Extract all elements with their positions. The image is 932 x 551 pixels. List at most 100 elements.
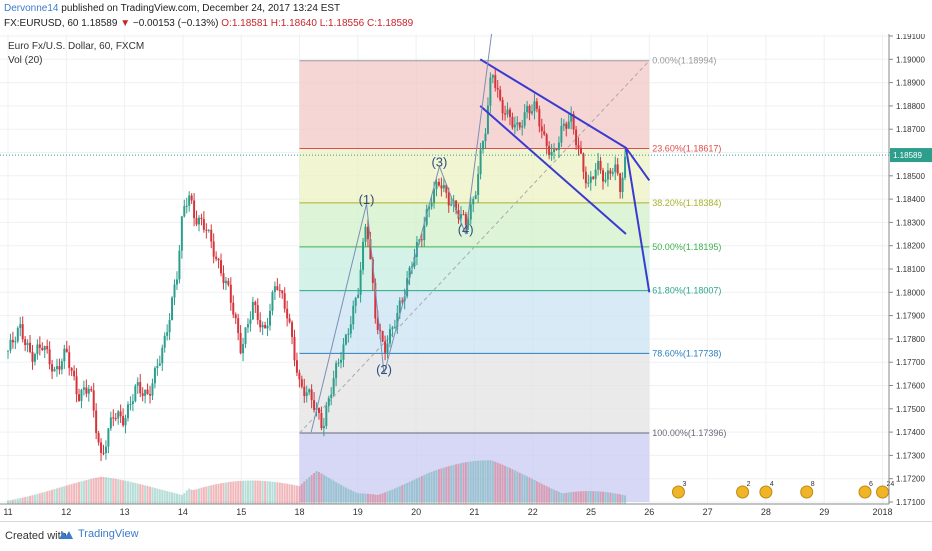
time-tick-label: 29 <box>819 507 829 517</box>
volume-bar <box>450 466 452 504</box>
volume-bar <box>31 495 33 504</box>
tradingview-logo[interactable]: TradingView <box>58 528 139 540</box>
candle-body <box>602 170 604 181</box>
candle-body <box>320 413 322 428</box>
candle-body <box>230 285 232 303</box>
price-chart[interactable]: 0.00%(1.18994)23.60%(1.18617)38.20%(1.18… <box>0 34 932 521</box>
volume-bar <box>382 493 384 504</box>
volume-bar <box>296 486 298 504</box>
candle-body <box>164 336 166 348</box>
volume-bar <box>85 480 87 504</box>
volume-bar <box>279 483 281 504</box>
candle-body <box>139 382 141 393</box>
volume-bar <box>151 487 153 504</box>
volume-bar <box>254 481 256 504</box>
candle-body <box>198 218 200 225</box>
candle-body <box>303 387 305 396</box>
candle-body <box>568 122 570 129</box>
volume-bar <box>413 480 415 504</box>
candle-body <box>499 90 501 100</box>
candle-body <box>51 364 53 371</box>
candle-body <box>357 295 359 298</box>
volume-bar <box>421 476 423 504</box>
candle-body <box>279 290 281 291</box>
volume-bar <box>200 488 202 504</box>
wave-label: (1) <box>359 192 375 207</box>
candle-body <box>313 400 315 410</box>
time-tick-label: 2018 <box>872 507 892 517</box>
volume-bar <box>210 485 212 504</box>
volume-bar <box>44 492 46 504</box>
volume-bar <box>142 485 144 504</box>
volume-bar <box>487 460 489 504</box>
time-tick-label: 27 <box>703 507 713 517</box>
open-value: O:1.18581 <box>221 18 268 29</box>
volume-bar <box>120 480 122 504</box>
candle-body <box>151 383 153 395</box>
candle-body <box>115 418 117 419</box>
fib-level-label: 78.60%(1.17738) <box>652 348 721 358</box>
volume-bar <box>320 473 322 504</box>
candle-body <box>543 131 545 134</box>
price-tick-label: 1.18500 <box>896 172 925 181</box>
volume-bar <box>98 477 100 504</box>
volume-bar <box>431 472 433 504</box>
candle-body <box>34 354 36 362</box>
author-link[interactable]: Dervonne14 <box>4 3 58 14</box>
candle-body <box>555 149 557 150</box>
candle-body <box>134 386 136 401</box>
candle-body <box>333 378 335 394</box>
volume-bar <box>612 493 614 504</box>
time-tick-label: 21 <box>469 507 479 517</box>
volume-bar <box>298 486 300 504</box>
candle-body <box>262 325 264 327</box>
candle-body <box>448 193 450 206</box>
candle-body <box>521 126 523 128</box>
volume-bar <box>438 469 440 504</box>
volume-bar <box>9 500 11 504</box>
volume-bar <box>183 493 185 504</box>
candle-body <box>355 298 357 306</box>
candle-body <box>470 204 472 219</box>
volume-bar <box>578 491 580 504</box>
candle-body <box>609 170 611 173</box>
candle-body <box>169 320 171 332</box>
candle-body <box>110 417 112 428</box>
candle-body <box>460 214 462 218</box>
candle-body <box>269 311 271 326</box>
candle-body <box>245 327 247 344</box>
candle-body <box>56 366 58 369</box>
candle-body <box>142 393 144 396</box>
tradingview-brand: TradingView <box>78 528 139 540</box>
candle-body <box>308 389 310 392</box>
price-tick-label: 1.18300 <box>896 218 925 227</box>
candle-body <box>98 433 100 442</box>
volume-bar <box>308 477 310 504</box>
price-tick-label: 1.18200 <box>896 242 925 251</box>
candle-body <box>95 410 97 433</box>
candle-body <box>203 219 205 230</box>
candle-body <box>286 309 288 319</box>
candle-body <box>249 319 251 324</box>
volume-bar <box>604 492 606 504</box>
volume-bar <box>259 481 261 504</box>
volume-bar <box>387 491 389 504</box>
price-tick-label: 1.18000 <box>896 288 925 297</box>
candle-body <box>183 206 185 216</box>
candle-body <box>516 122 518 124</box>
volume-bar <box>494 462 496 504</box>
fib-level-label: 0.00%(1.18994) <box>652 56 716 66</box>
candle-body <box>66 349 68 352</box>
volume-bar <box>73 483 75 504</box>
volume-bar <box>538 483 540 504</box>
candle-body <box>137 382 139 386</box>
volume-bar <box>230 482 232 504</box>
volume-bar <box>125 481 127 504</box>
candle-body <box>14 341 16 342</box>
candle-body <box>347 334 349 335</box>
time-tick-label: 22 <box>528 507 538 517</box>
volume-bar <box>78 482 80 504</box>
volume-bar <box>220 483 222 504</box>
candle-body <box>484 134 486 141</box>
candle-body <box>80 390 82 401</box>
